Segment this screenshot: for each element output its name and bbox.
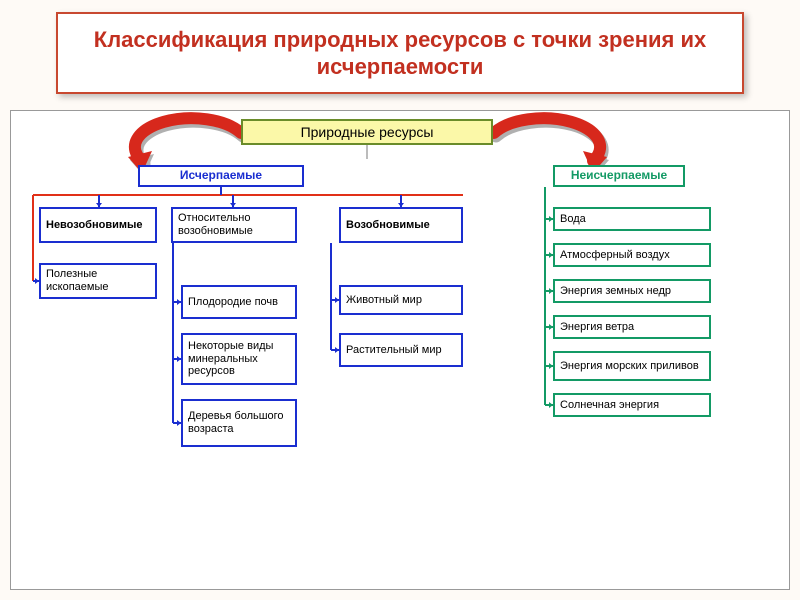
- diagram-canvas: Природные ресурсы Исчерпаемые Неисчерпаемы…: [10, 110, 790, 590]
- node-some_min: Некоторые виды минеральных ресурсов: [181, 333, 297, 385]
- node-solar: Солнечная энергия: [553, 393, 711, 417]
- node-tides: Энергия морских приливов: [553, 351, 711, 381]
- node-root: Природные ресурсы: [241, 119, 493, 145]
- node-earth_energy: Энергия земных недр: [553, 279, 711, 303]
- node-exh: Исчерпаемые: [138, 165, 304, 187]
- node-water: Вода: [553, 207, 711, 231]
- title-text: Классификация природных ресурсов с точки…: [78, 26, 722, 81]
- node-fauna: Животный мир: [339, 285, 463, 315]
- node-inexh: Неисчерпаемые: [553, 165, 685, 187]
- node-air: Атмосферный воздух: [553, 243, 711, 267]
- node-soil: Плодородие почв: [181, 285, 297, 319]
- title-box: Классификация природных ресурсов с точки…: [56, 12, 744, 94]
- node-ren: Возобновимые: [339, 207, 463, 243]
- node-nonren: Невозобновимые: [39, 207, 157, 243]
- node-minerals: Полезные ископаемые: [39, 263, 157, 299]
- node-flora: Растительный мир: [339, 333, 463, 367]
- node-wind: Энергия ветра: [553, 315, 711, 339]
- node-relren: Относительно возобновимые: [171, 207, 297, 243]
- node-trees: Деревья большого возраста: [181, 399, 297, 447]
